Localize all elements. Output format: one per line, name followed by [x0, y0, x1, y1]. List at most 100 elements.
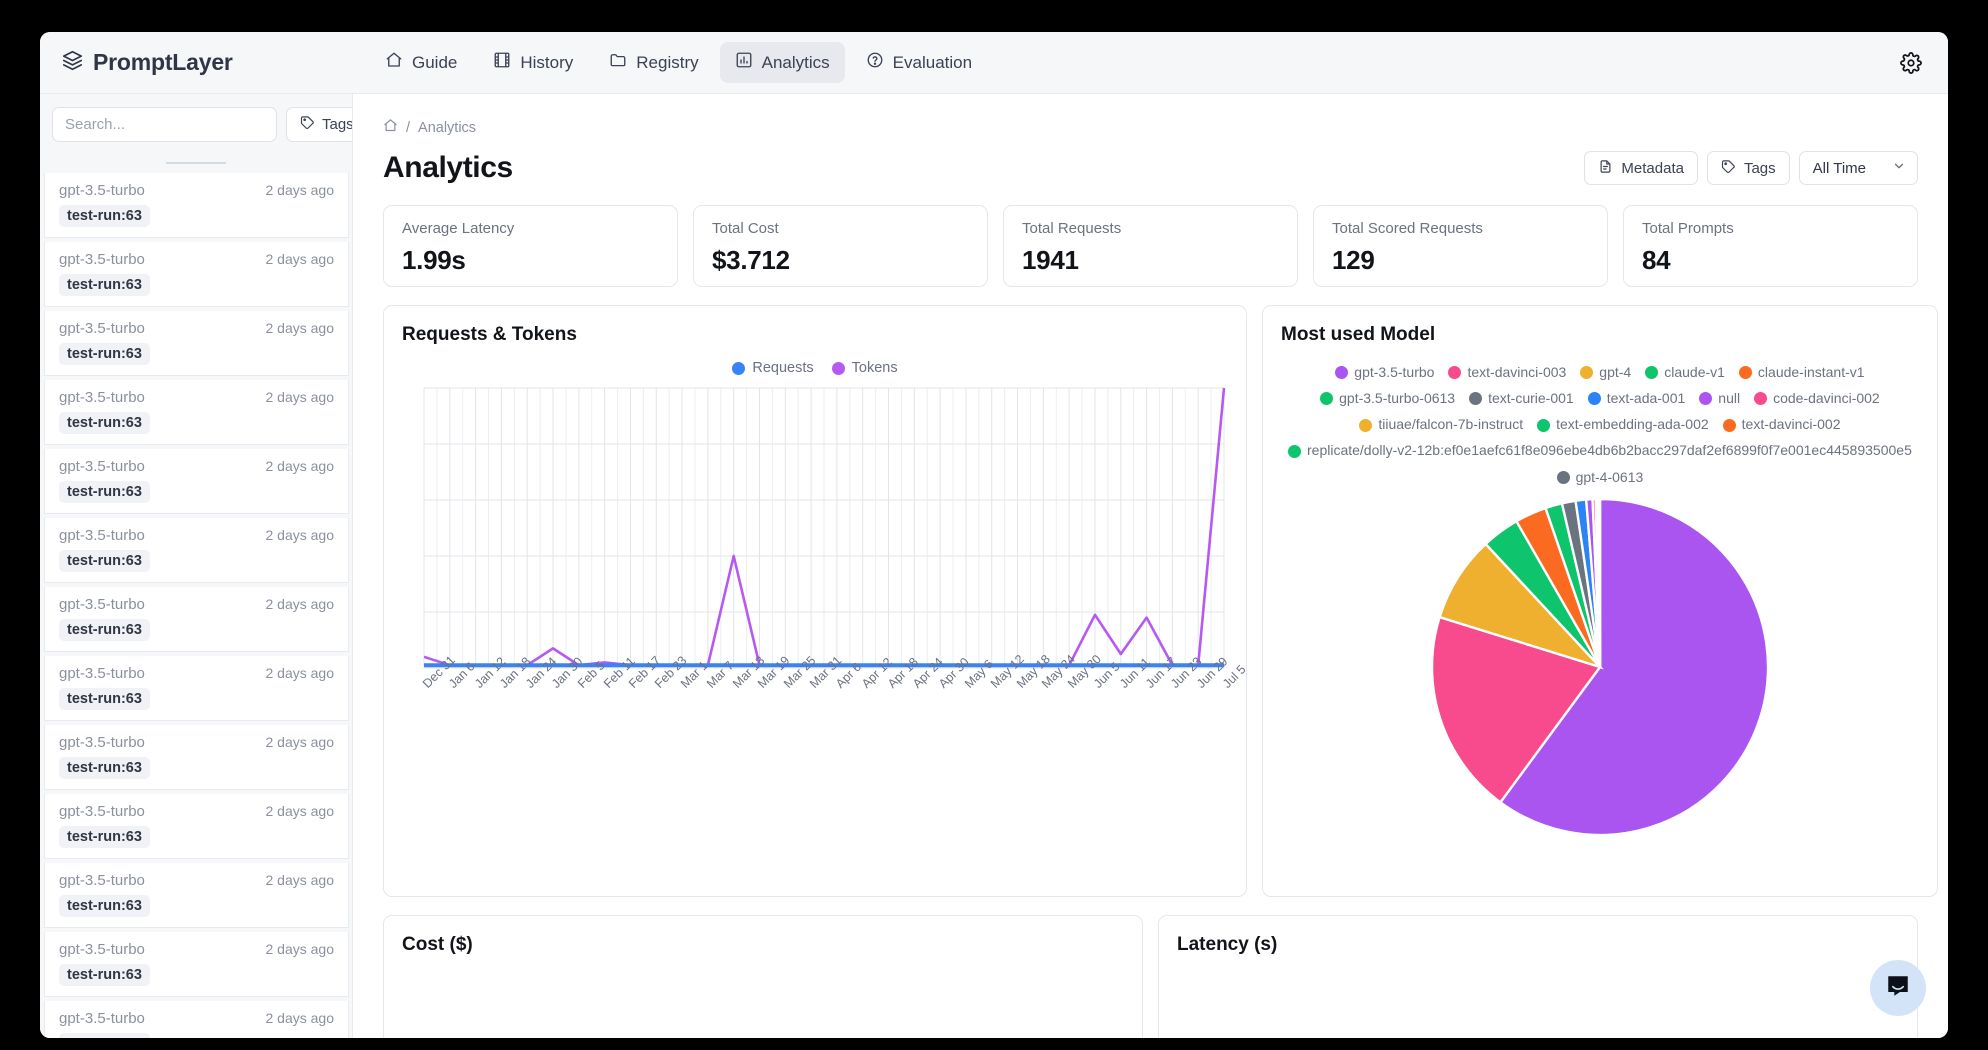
nav-tab-history[interactable]: History	[478, 42, 588, 83]
sidebar-tags-button[interactable]: Tags	[286, 107, 352, 142]
legend-label: text-curie-001	[1488, 390, 1574, 407]
pie-legend-row: tiiuae/falcon-7b-instruct text-embedding-…	[1281, 414, 1919, 440]
request-tag: test-run:63	[59, 1033, 150, 1038]
panel-title: Most used Model	[1281, 324, 1436, 345]
nav-tab-label: Evaluation	[892, 52, 973, 72]
request-model: gpt-3.5-turbo	[59, 803, 145, 820]
request-time: 2 days ago	[265, 665, 335, 681]
request-list-item[interactable]: gpt-3.5-turbo 2 days ago test-run:63	[44, 587, 349, 652]
nav-tab-registry[interactable]: Registry	[594, 42, 713, 83]
breadcrumb: / Analytics	[383, 118, 1918, 137]
stat-value: $3.712	[712, 245, 790, 275]
stat-label: Total Cost	[712, 220, 779, 237]
nav-tab-analytics[interactable]: Analytics	[719, 42, 845, 83]
legend-label: gpt-3.5-turbo	[1354, 364, 1435, 380]
home-icon	[385, 51, 403, 74]
pie-slice[interactable]	[1498, 497, 1770, 836]
request-list-item[interactable]: gpt-3.5-turbo 2 days ago test-run:63	[44, 449, 349, 514]
pie-legend-row: replicate/dolly-v2-12b:ef0e1aefc61f8e096…	[1281, 440, 1919, 466]
legend-swatch	[1722, 418, 1736, 432]
pie-legend-item[interactable]: tiiuae/falcon-7b-instruct	[1359, 414, 1523, 436]
legend-swatch	[1359, 418, 1373, 432]
gear-icon[interactable]	[1900, 51, 1922, 74]
request-time: 2 days ago	[265, 320, 335, 336]
legend-swatch	[1754, 392, 1768, 406]
pie-legend-item[interactable]: replicate/dolly-v2-12b:ef0e1aefc61f8e096…	[1288, 440, 1912, 462]
pie-legend-item[interactable]: null	[1699, 388, 1740, 410]
request-model: gpt-3.5-turbo	[59, 1010, 145, 1027]
pie-chart-svg	[1430, 497, 1770, 836]
pie-legend-item[interactable]: gpt-3.5-turbo	[1335, 362, 1434, 384]
pie-legend-item[interactable]: text-curie-001	[1469, 388, 1574, 410]
pie-slice[interactable]	[1437, 541, 1604, 670]
request-model: gpt-3.5-turbo	[59, 527, 145, 544]
legend-label: Tokens	[851, 360, 898, 376]
time-range-select[interactable]: All Time	[1798, 151, 1918, 185]
pie-legend-item[interactable]: code-davinci-002	[1754, 388, 1880, 410]
metadata-filter-button[interactable]: Metadata	[1584, 151, 1698, 185]
tags-filter-button[interactable]: Tags	[1706, 151, 1790, 185]
request-tag: test-run:63	[59, 343, 150, 365]
home-icon[interactable]	[383, 118, 398, 137]
stat-value: 84	[1642, 245, 1671, 275]
intercom-chat-button[interactable]	[1870, 960, 1926, 1016]
stat-label: Average Latency	[402, 220, 515, 237]
nav-tab-label: Guide	[412, 52, 458, 72]
request-model: gpt-3.5-turbo	[59, 182, 145, 199]
request-list-item[interactable]: gpt-3.5-turbo 2 days ago test-run:63	[44, 173, 349, 238]
nav-tab-evaluation[interactable]: Evaluation	[851, 42, 987, 83]
pie-legend-item[interactable]: claude-instant-v1	[1738, 362, 1865, 384]
stat-label: Total Scored Requests	[1332, 220, 1483, 237]
request-list-item[interactable]: gpt-3.5-turbo 2 days ago test-run:63	[44, 863, 349, 928]
request-model: gpt-3.5-turbo	[59, 251, 145, 268]
request-list-item[interactable]: gpt-3.5-turbo 2 days ago test-run:63	[44, 656, 349, 721]
pie-legend-item[interactable]: text-davinci-002	[1722, 414, 1840, 436]
request-list-item[interactable]: gpt-3.5-turbo 2 days ago test-run:63	[44, 242, 349, 307]
legend-swatch	[1556, 470, 1570, 484]
request-list-item[interactable]: gpt-3.5-turbo 2 days ago test-run:63	[44, 794, 349, 859]
request-tag: test-run:63	[59, 619, 150, 641]
pie-legend-item[interactable]: gpt-3.5-turbo-0613	[1320, 388, 1455, 410]
legend-label: claude-instant-v1	[1757, 364, 1865, 380]
request-tag: test-run:63	[59, 757, 150, 779]
pie-legend-row: gpt-3.5-turbo-0613 text-curie-001 text-ada…	[1281, 388, 1919, 414]
request-model: gpt-3.5-turbo	[59, 734, 145, 751]
request-list-item[interactable]: gpt-3.5-turbo 2 days ago test-run:63	[44, 932, 349, 997]
request-list-item[interactable]: gpt-3.5-turbo 2 days ago test-run:63	[44, 518, 349, 583]
pie-legend-item[interactable]: text-davinci-003	[1448, 362, 1566, 384]
pie-legend-item[interactable]: gpt-4	[1580, 362, 1631, 384]
request-time: 2 days ago	[265, 458, 335, 474]
breadcrumb-current[interactable]: Analytics	[418, 119, 477, 136]
pie-legend-item[interactable]: claude-v1	[1645, 362, 1725, 384]
legend-swatch	[1587, 392, 1601, 406]
chevron-down-icon	[1892, 159, 1906, 177]
request-tag: test-run:63	[59, 895, 150, 917]
folder-icon	[609, 51, 627, 74]
stat-value: 1941	[1022, 245, 1079, 275]
legend-item-requests[interactable]: Requests	[732, 360, 814, 376]
pie-legend-item[interactable]: text-embedding-ada-002	[1537, 414, 1709, 436]
legend-label: text-embedding-ada-002	[1556, 416, 1709, 433]
panel-title: Requests & Tokens	[402, 324, 577, 345]
request-tag: test-run:63	[59, 205, 150, 227]
request-time: 2 days ago	[265, 596, 335, 612]
nav-tab-label: History	[520, 52, 574, 72]
request-list-item[interactable]: gpt-3.5-turbo 2 days ago test-run:63	[44, 1001, 349, 1038]
request-list-item[interactable]: gpt-3.5-turbo 2 days ago test-run:63	[44, 380, 349, 445]
sidebar-resize-handle[interactable]	[40, 152, 352, 173]
search-input[interactable]	[52, 107, 277, 142]
brand-logo[interactable]: PromptLayer	[40, 49, 370, 76]
request-model: gpt-3.5-turbo	[59, 389, 145, 406]
legend-item-tokens[interactable]: Tokens	[831, 360, 898, 376]
line-chart-legend: Requests Tokens	[402, 360, 1228, 376]
nav-tab-guide[interactable]: Guide	[370, 42, 472, 83]
request-list-item[interactable]: gpt-3.5-turbo 2 days ago test-run:63	[44, 725, 349, 790]
stat-card: Total Cost $3.712	[693, 205, 988, 287]
request-list-item[interactable]: gpt-3.5-turbo 2 days ago test-run:63	[44, 311, 349, 376]
pie-slice[interactable]	[1430, 615, 1602, 804]
pie-chart-legend: gpt-3.5-turbo text-davinci-003 gpt-4 claude…	[1281, 362, 1919, 493]
request-list[interactable]: gpt-3.5-turbo 2 days ago test-run:63 gpt-3.…	[40, 173, 352, 1038]
pie-legend-item[interactable]: gpt-4-0613	[1556, 467, 1643, 489]
pie-legend-item[interactable]: text-ada-001	[1587, 388, 1685, 410]
